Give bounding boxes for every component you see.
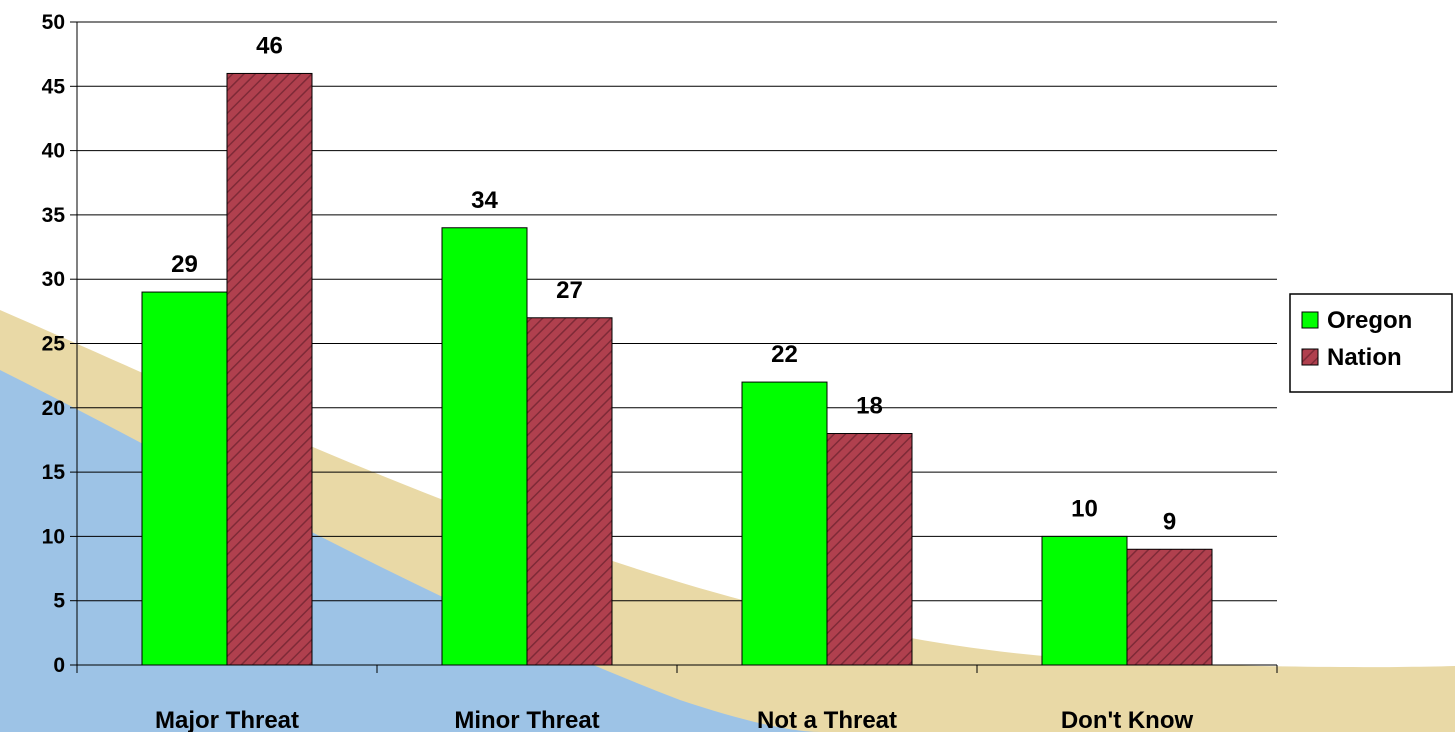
y-tick-label-50: 50 [42,11,65,34]
y-tick-label-40: 40 [42,140,65,163]
y-tick-label-20: 20 [42,397,65,420]
y-tick-label-30: 30 [42,268,65,291]
bar-oregon-1 [441,227,528,666]
y-tick-label-35: 35 [42,204,66,227]
x-tick-label-3: Don't Know [1061,707,1194,732]
data-label-nation-1: 27 [556,277,583,304]
legend: Oregon Nation [1289,293,1453,393]
bar-nation-0 [226,72,313,666]
data-label-nation-3: 9 [1163,508,1176,535]
data-label-nation-0: 46 [256,32,283,59]
bar-nation-3 [1126,548,1213,666]
y-tick-label-5: 5 [53,590,65,613]
bar-oregon-3 [1041,535,1128,666]
bar-oregon-2 [741,381,828,666]
y-tick-label-45: 45 [42,75,66,98]
data-label-oregon-3: 10 [1071,495,1098,522]
data-labels: 29 46 34 27 22 18 10 9 [171,32,1176,535]
bar-nation-1 [526,317,613,666]
legend-box [1289,293,1453,393]
x-tick-label-0: Major Threat [155,707,299,732]
data-label-oregon-0: 29 [171,251,198,278]
data-label-oregon-1: 34 [471,187,498,214]
legend-label-oregon: Oregon [1327,307,1412,334]
y-tick-label-0: 0 [53,654,65,677]
x-tick-label-2: Not a Threat [757,707,897,732]
x-tick-label-1: Minor Threat [454,707,599,732]
legend-label-nation: Nation [1327,344,1402,371]
bar-nation-2 [826,433,913,666]
y-tick-label-15: 15 [42,461,66,484]
y-tick-label-10: 10 [42,525,65,548]
y-tick-label-25: 25 [42,333,66,356]
legend-swatch-oregon [1301,311,1319,329]
bar-oregon-0 [141,291,228,666]
bars [141,72,1213,666]
data-label-oregon-2: 22 [771,341,798,368]
legend-swatch-nation [1301,348,1319,366]
data-label-nation-2: 18 [856,393,883,420]
